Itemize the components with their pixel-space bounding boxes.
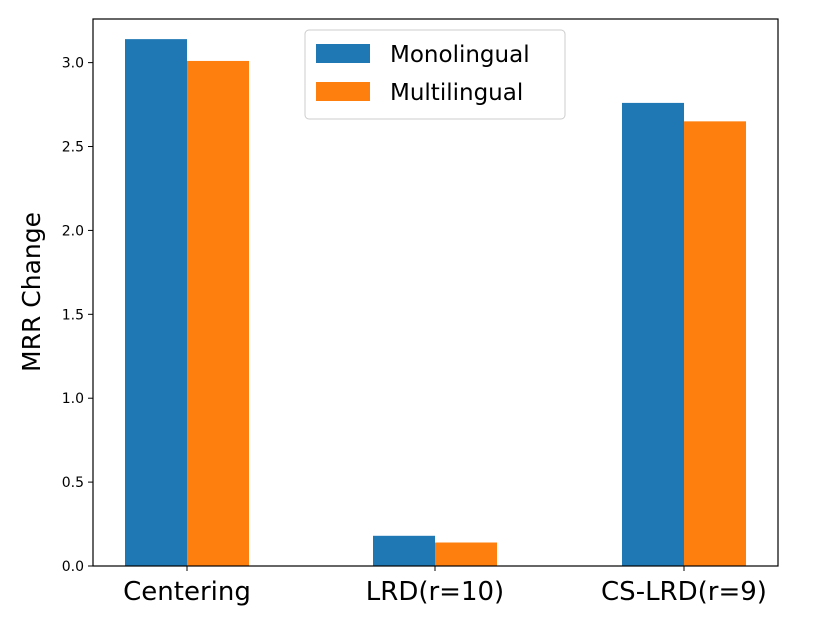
y-tick-label: 3.0 xyxy=(62,56,84,72)
x-axis: Centering LRD(r=10) CS-LRD(r=9) xyxy=(123,566,767,607)
y-axis: 0.0 0.5 1.0 1.5 2.0 2.5 3.0 xyxy=(62,56,93,575)
y-tick-label: 0.5 xyxy=(62,475,84,491)
x-category-label: CS-LRD(r=9) xyxy=(601,577,767,607)
y-tick-label: 1.0 xyxy=(62,391,84,407)
bars-group xyxy=(125,39,746,567)
bar-multilingual-1 xyxy=(187,60,249,567)
plot-frame xyxy=(92,18,779,567)
legend-swatch-monolingual xyxy=(316,44,370,63)
x-category-label: Centering xyxy=(123,577,251,607)
x-category-label: LRD(r=10) xyxy=(366,577,504,607)
legend-label-monolingual: Monolingual xyxy=(390,42,530,68)
legend-label-multilingual: Multilingual xyxy=(390,80,523,106)
bar-monolingual-1 xyxy=(125,39,187,567)
bar-monolingual-2 xyxy=(373,535,435,566)
bar-multilingual-3 xyxy=(684,121,746,567)
bar-multilingual-2 xyxy=(435,542,497,566)
y-axis-label: MRR Change xyxy=(17,212,46,372)
legend: Monolingual Multilingual xyxy=(304,29,566,120)
y-tick-label: 1.5 xyxy=(62,307,84,323)
bar-monolingual-3 xyxy=(622,102,684,567)
y-tick-label: 2.0 xyxy=(62,223,84,239)
legend-swatch-multilingual xyxy=(316,82,370,101)
y-tick-label: 0.0 xyxy=(62,559,84,575)
y-tick-label: 2.5 xyxy=(62,140,84,156)
